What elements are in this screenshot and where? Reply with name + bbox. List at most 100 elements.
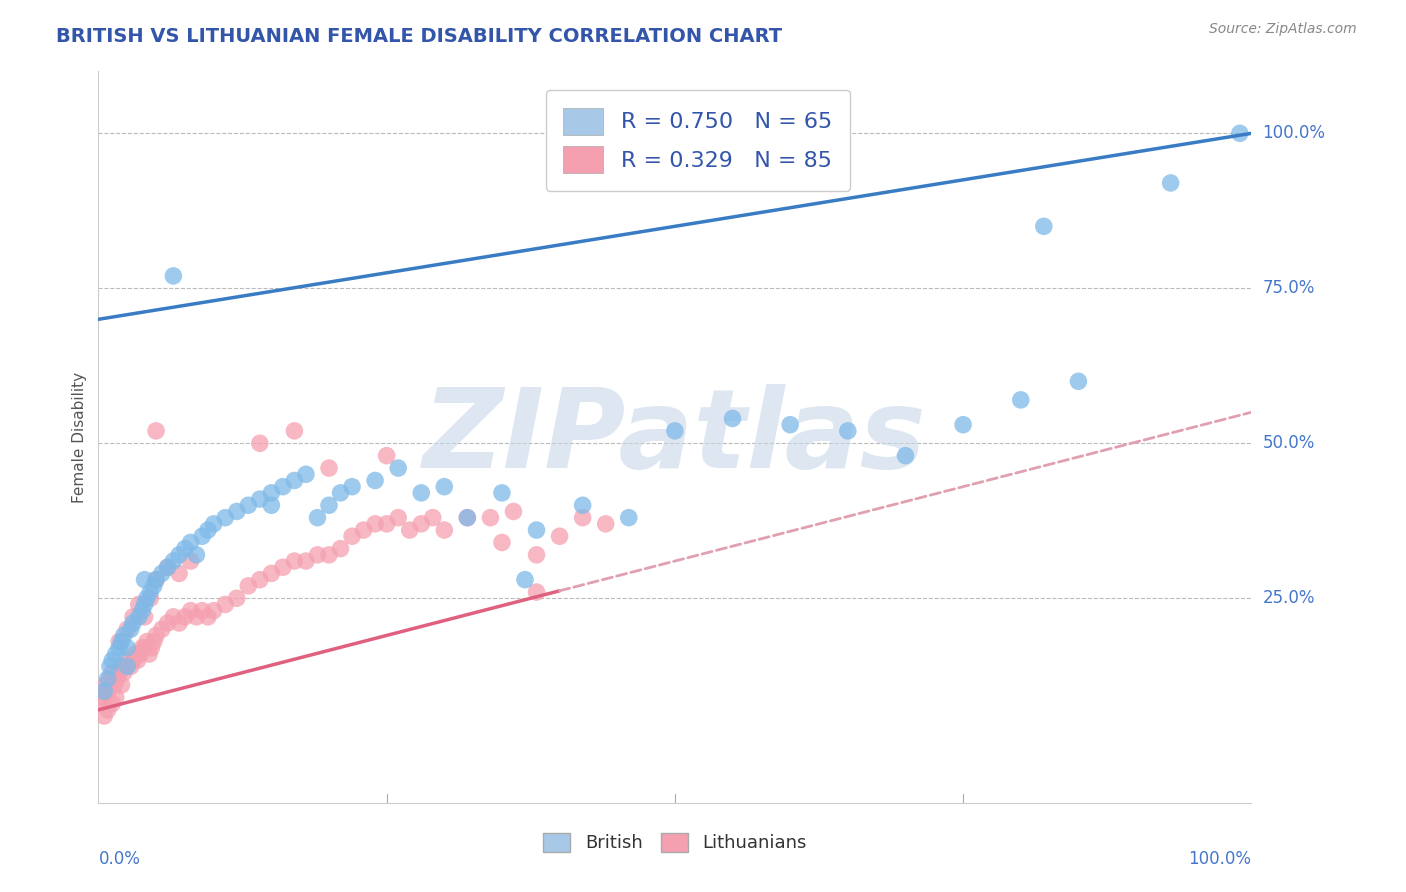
Point	[225, 591, 247, 606]
Point	[283, 554, 305, 568]
Point	[145, 628, 167, 642]
Point	[105, 672, 128, 686]
Point	[260, 566, 283, 581]
Point	[112, 628, 135, 642]
Point	[894, 449, 917, 463]
Point	[115, 659, 138, 673]
Point	[295, 554, 318, 568]
Point	[122, 653, 145, 667]
Point	[295, 467, 318, 482]
Text: Source: ZipAtlas.com: Source: ZipAtlas.com	[1209, 22, 1357, 37]
Point	[952, 417, 974, 432]
Point	[91, 690, 114, 705]
Point	[131, 604, 153, 618]
Point	[135, 634, 157, 648]
Point	[162, 268, 184, 283]
Point	[101, 653, 124, 667]
Point	[202, 604, 225, 618]
Point	[526, 523, 548, 537]
Point	[197, 610, 219, 624]
Point	[90, 697, 112, 711]
Point	[98, 659, 121, 673]
Point	[131, 640, 153, 655]
Point	[513, 573, 536, 587]
Point	[98, 672, 121, 686]
Point	[180, 554, 202, 568]
Point	[167, 566, 190, 581]
Point	[307, 548, 329, 562]
Point	[318, 548, 340, 562]
Point	[93, 684, 115, 698]
Point	[117, 659, 139, 673]
Point	[1160, 176, 1182, 190]
Point	[134, 610, 156, 624]
Point	[139, 591, 162, 606]
Point	[120, 622, 142, 636]
Point	[122, 610, 145, 624]
Point	[145, 573, 167, 587]
Point	[456, 510, 478, 524]
Point	[1229, 126, 1251, 140]
Text: 75.0%: 75.0%	[1263, 279, 1315, 297]
Point	[174, 610, 197, 624]
Point	[1010, 392, 1032, 407]
Point	[411, 486, 433, 500]
Point	[101, 665, 124, 680]
Point	[101, 697, 124, 711]
Text: ZIPatlas: ZIPatlas	[423, 384, 927, 491]
Point	[167, 548, 190, 562]
Point	[156, 560, 179, 574]
Point	[571, 498, 593, 512]
Point	[141, 640, 163, 655]
Point	[433, 523, 456, 537]
Point	[142, 579, 165, 593]
Point	[186, 610, 208, 624]
Point	[197, 523, 219, 537]
Text: 25.0%: 25.0%	[1263, 590, 1315, 607]
Point	[117, 622, 139, 636]
Point	[110, 634, 132, 648]
Point	[122, 615, 145, 630]
Point	[167, 615, 190, 630]
Point	[1032, 219, 1054, 234]
Point	[271, 560, 294, 574]
Point	[108, 665, 131, 680]
Point	[156, 560, 179, 574]
Point	[283, 474, 305, 488]
Point	[502, 504, 524, 518]
Point	[479, 510, 502, 524]
Point	[617, 510, 640, 524]
Point	[139, 585, 162, 599]
Point	[117, 640, 139, 655]
Point	[142, 634, 165, 648]
Point	[340, 529, 363, 543]
Text: 50.0%: 50.0%	[1263, 434, 1315, 452]
Point	[664, 424, 686, 438]
Y-axis label: Female Disability: Female Disability	[72, 371, 87, 503]
Point	[138, 647, 160, 661]
Point	[526, 548, 548, 562]
Point	[491, 486, 513, 500]
Point	[387, 510, 409, 524]
Point	[595, 516, 617, 531]
Point	[97, 672, 120, 686]
Point	[150, 622, 173, 636]
Point	[124, 647, 146, 661]
Point	[364, 516, 387, 531]
Point	[225, 504, 247, 518]
Point	[387, 461, 409, 475]
Point	[249, 491, 271, 506]
Point	[202, 516, 225, 531]
Point	[307, 510, 329, 524]
Point	[214, 510, 236, 524]
Point	[110, 678, 132, 692]
Text: BRITISH VS LITHUANIAN FEMALE DISABILITY CORRELATION CHART: BRITISH VS LITHUANIAN FEMALE DISABILITY …	[56, 27, 782, 45]
Point	[162, 554, 184, 568]
Point	[110, 659, 132, 673]
Text: 100.0%: 100.0%	[1188, 850, 1251, 868]
Point	[721, 411, 744, 425]
Point	[318, 498, 340, 512]
Point	[375, 516, 398, 531]
Point	[260, 498, 283, 512]
Point	[411, 516, 433, 531]
